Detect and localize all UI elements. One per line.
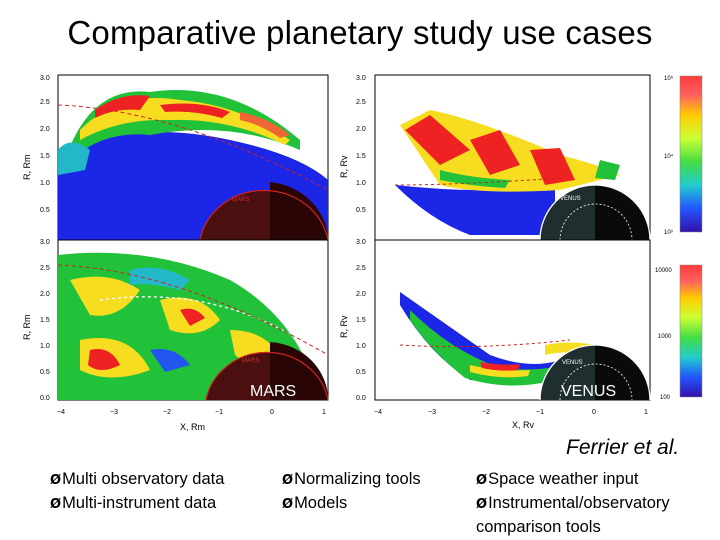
bullet-item: ØSpace weather input	[476, 470, 639, 488]
mars-ytick: 1.5	[40, 153, 50, 160]
venus-ytick: 2.0	[356, 126, 366, 133]
mars-ytick: 1.5	[40, 317, 50, 324]
bullet-list-weather: ØSpace weather input ØInstrumental/obser…	[476, 468, 670, 538]
venus-ytick: 3.0	[356, 239, 366, 246]
ion-label-o: O⁺	[605, 262, 625, 279]
bullet-item: ØMulti observatory data	[50, 470, 225, 488]
venus-bottom-planet-tag: VENUS	[562, 360, 583, 366]
bullet-list-data: ØMulti observatory data ØMulti-instrumen…	[50, 468, 224, 516]
venus-xtick: 0	[592, 409, 596, 416]
colorbar-h-tick: 10⁴	[664, 153, 674, 160]
mars-h-panel: MARS	[57, 74, 329, 241]
venus-label: VENUS	[561, 383, 616, 400]
mars-o-panel: MARS MARS	[57, 239, 329, 401]
mars-ylabel-bottom: R, Rm	[22, 315, 32, 341]
venus-xlabel: X, Rv	[512, 420, 535, 430]
mars-xtick: −2	[163, 409, 171, 416]
bullet-item: ØModels	[282, 494, 348, 512]
plasma-density-figure: MARS MARS MARS 3.0 2.5 2.0 1.5 1.0 0.5 3…	[22, 74, 703, 432]
arrow-icon: Ø	[476, 473, 488, 488]
mars-ytick: 0.5	[40, 369, 50, 376]
mars-xtick: 0	[270, 409, 274, 416]
venus-xtick: −3	[428, 409, 436, 416]
mars-xtick: −4	[57, 409, 65, 416]
mars-ytick: 1.0	[40, 343, 50, 350]
colorbar-o	[679, 264, 703, 398]
venus-ytick: 0.5	[356, 369, 366, 376]
arrow-icon: Ø	[50, 473, 62, 488]
venus-h-panel: VENUS H⁺	[374, 74, 651, 241]
colorbar-o-tick: 10000	[655, 268, 672, 274]
venus-top-planet-tag: VENUS	[560, 196, 581, 202]
colorbar-h-tick: 10⁵	[664, 75, 674, 82]
colorbar-o-tick: 1000	[658, 334, 672, 340]
venus-o-panel: VENUS VENUS O⁺	[374, 239, 651, 401]
bullet-item: ØMulti-instrument data	[50, 494, 217, 512]
venus-ytick: 1.5	[356, 317, 366, 324]
citation: Ferrier et al.	[566, 436, 680, 459]
venus-xtick: −1	[536, 409, 544, 416]
colorbar-h-tick: 10³	[664, 230, 673, 236]
arrow-icon: Ø	[476, 497, 488, 512]
colorbar-o-tick: 100	[660, 395, 671, 401]
bullet-item: ØInstrumental/observatory	[476, 494, 670, 512]
venus-ylabel-bottom: R, Rv	[339, 315, 349, 338]
mars-top-planet-tag: MARS	[232, 197, 249, 203]
venus-ylabel-top: R, Rv	[339, 155, 349, 178]
mars-ytick: 2.5	[40, 99, 50, 106]
venus-xtick: −2	[482, 409, 490, 416]
slide-title: Comparative planetary study use cases	[67, 14, 653, 51]
mars-ytick: 2.0	[40, 126, 50, 133]
bullet-item: ØNormalizing tools	[282, 470, 421, 488]
venus-ytick: 3.0	[356, 75, 366, 82]
mars-xtick: −3	[110, 409, 118, 416]
venus-xtick: 1	[644, 409, 648, 416]
venus-ytick: 1.0	[356, 343, 366, 350]
mars-label: MARS	[250, 383, 296, 400]
bullet-item-continuation: comparison tools	[476, 518, 601, 536]
arrow-icon: Ø	[282, 497, 294, 512]
venus-ytick: 2.5	[356, 99, 366, 106]
mars-ytick: 2.0	[40, 291, 50, 298]
mars-ytick: 1.0	[40, 180, 50, 187]
arrow-icon: Ø	[282, 473, 294, 488]
venus-ytick: 2.5	[356, 265, 366, 272]
mars-ytick: 2.5	[40, 265, 50, 272]
mars-xlabel: X, Rm	[180, 422, 205, 432]
mars-ytick: 3.0	[40, 239, 50, 246]
venus-ytick: 0.0	[356, 395, 366, 402]
venus-ytick: 2.0	[356, 291, 366, 298]
mars-ytick: 0.0	[40, 395, 50, 402]
mars-ylabel-top: R, Rm	[22, 155, 32, 181]
mars-xtick: −1	[215, 409, 223, 416]
ion-label-h: H⁺	[603, 96, 622, 113]
arrow-icon: Ø	[50, 497, 62, 512]
mars-ytick: 0.5	[40, 207, 50, 214]
venus-xtick: −4	[374, 409, 382, 416]
bullet-list-tools: ØNormalizing tools ØModels	[282, 468, 421, 516]
venus-ytick: 0.5	[356, 207, 366, 214]
mars-xtick: 1	[322, 409, 326, 416]
colorbar-h	[679, 75, 703, 233]
venus-ytick: 1.5	[356, 153, 366, 160]
mars-ytick-top: 3.0	[40, 75, 50, 82]
mars-bottom-planet-tag: MARS	[242, 358, 259, 364]
venus-ytick: 1.0	[356, 180, 366, 187]
